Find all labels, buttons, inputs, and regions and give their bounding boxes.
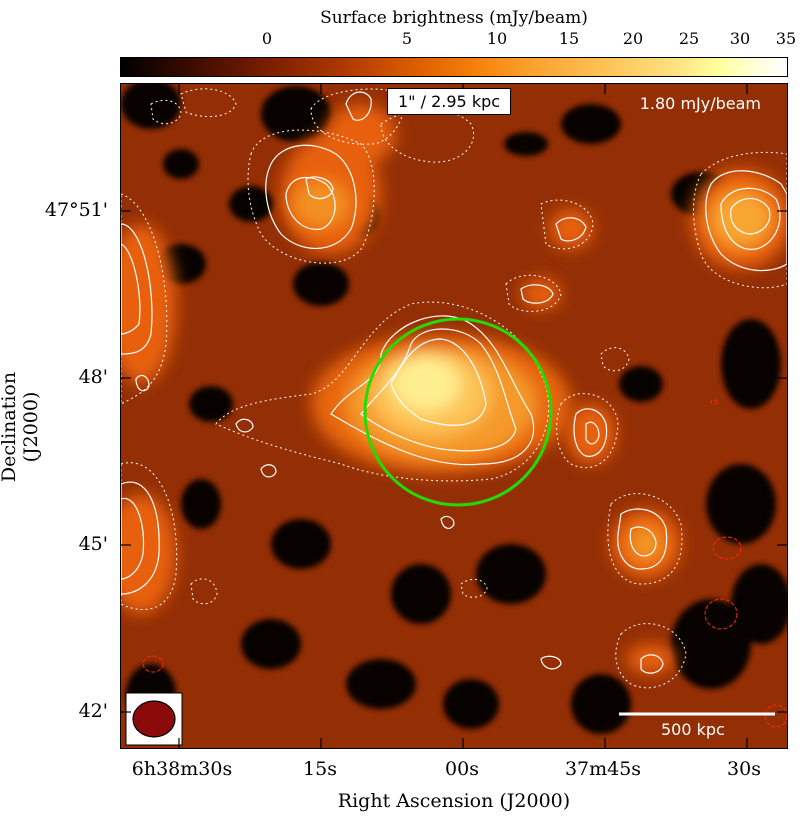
radio-map-image	[121, 84, 787, 748]
x-tick-label: 6h38m30s	[131, 758, 233, 780]
colorbar-tick-label: 20	[622, 29, 644, 48]
colorbar-tick-label: 30	[729, 29, 751, 48]
beam-ellipse	[125, 692, 183, 746]
rms-noise-label: 1.80 mJy/beam	[639, 94, 761, 113]
colorbar-tick-label: 10	[486, 29, 508, 48]
angular-scale-label: 1" / 2.95 kpc	[387, 88, 512, 115]
x-axis-title: Right Ascension (J2000)	[337, 790, 571, 812]
y-axis-title: Declination (J2000)	[0, 371, 42, 483]
colorbar-tick-label: 35	[775, 29, 797, 48]
target-circle	[363, 317, 553, 507]
colorbar-tick-label: 15	[558, 29, 580, 48]
colorbar-tick-label: 0	[261, 29, 273, 48]
radio-map: 1" / 2.95 kpc 1.80 mJy/beam 500 kpc	[120, 83, 788, 749]
x-tick-label: 30s	[727, 758, 761, 780]
y-tick-label: 47°51'	[44, 199, 108, 221]
x-tick-label: 15s	[303, 758, 337, 780]
colorbar-tick-label: 5	[401, 29, 413, 48]
y-tick-label: 48'	[78, 366, 108, 388]
colorbar-tick-label: 25	[678, 29, 700, 48]
y-tick-label: 45'	[78, 533, 108, 555]
scale-bar-label: 500 kpc	[661, 720, 725, 739]
y-tick-label: 42'	[78, 700, 108, 722]
x-tick-label: 37m45s	[564, 758, 642, 780]
colorbar-title: Surface brightness (mJy/beam)	[320, 8, 588, 28]
x-tick-label: 00s	[445, 758, 479, 780]
colorbar	[120, 57, 788, 77]
